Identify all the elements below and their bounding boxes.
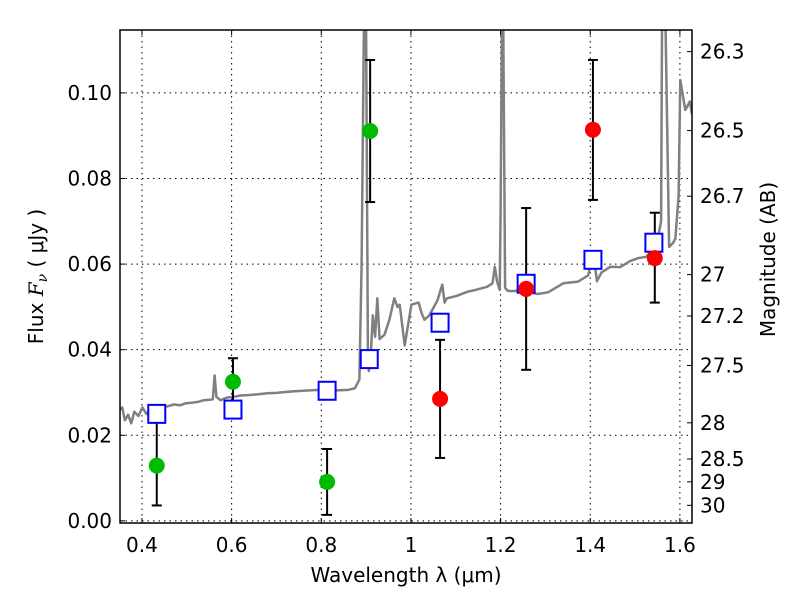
x-tick-label: 1.2 — [485, 533, 517, 557]
y2-tick-label: 30 — [700, 493, 725, 517]
model-photometry-square — [223, 399, 243, 420]
observed-nir-point — [584, 121, 601, 138]
y-tick-label: 0.00 — [67, 509, 112, 533]
grid-lines — [120, 30, 692, 523]
observed-optical-point — [224, 373, 241, 390]
y2-tick-label: 26.3 — [700, 40, 745, 64]
y2-tick-label: 27 — [700, 263, 725, 287]
observed-optical-point — [362, 122, 379, 139]
x-tick-label: 1 — [405, 533, 418, 557]
y-axis-label: Flux Fν ( μJy ) — [24, 209, 51, 344]
y2-tick-label: 27.2 — [700, 304, 745, 328]
observed-nir-point — [432, 390, 449, 407]
model-photometry-square — [430, 312, 450, 333]
model-photometry-square — [317, 380, 337, 401]
y-axis-label-subscript: ν — [35, 273, 51, 282]
observed-nir-point — [646, 250, 663, 267]
observed-optical-point — [319, 473, 336, 490]
y2-tick-label: 28.5 — [700, 447, 745, 471]
y-tick-label: 0.02 — [67, 423, 112, 447]
model-photometry-square — [583, 249, 603, 270]
observed-nir-point — [518, 280, 535, 297]
y-axis-label-prefix: Flux — [24, 296, 48, 344]
y2-tick-label: 29 — [700, 470, 725, 494]
y-tick-label: 0.06 — [67, 252, 112, 276]
y2-tick-label: 26.5 — [700, 119, 745, 143]
x-tick-label: 0.4 — [126, 533, 158, 557]
y2-tick-label: 27.5 — [700, 353, 745, 377]
model-photometry-square — [147, 403, 167, 424]
y-axis-label-symbol: F — [24, 281, 48, 297]
model-photometry-square — [359, 349, 379, 370]
x-tick-label: 1.6 — [664, 533, 696, 557]
plot-area — [120, 30, 692, 516]
y-axis-label-unit: ( μJy ) — [24, 209, 48, 274]
spectrum-line — [120, 30, 692, 425]
y-tick-label: 0.04 — [67, 338, 112, 362]
x-tick-label: 0.6 — [216, 533, 248, 557]
y-tick-label: 0.10 — [67, 81, 112, 105]
plot-frame — [119, 29, 693, 524]
axis-ticks: 0.4 0.6 0.8 1 1.2 1.4 1.6 0.00 0.02 0.04 0.06 0.08 0… — [67, 30, 745, 557]
x-tick-label: 0.8 — [305, 533, 337, 557]
y2-tick-label: 26.7 — [700, 184, 745, 208]
y-tick-label: 0.08 — [67, 166, 112, 190]
y2-tick-label: 28 — [700, 411, 725, 435]
y2-axis-label: Magnitude (AB) — [756, 182, 780, 337]
x-tick-label: 1.4 — [574, 533, 606, 557]
observed-optical-point — [148, 457, 165, 474]
x-axis-label: Wavelength λ (μm) — [310, 563, 501, 587]
